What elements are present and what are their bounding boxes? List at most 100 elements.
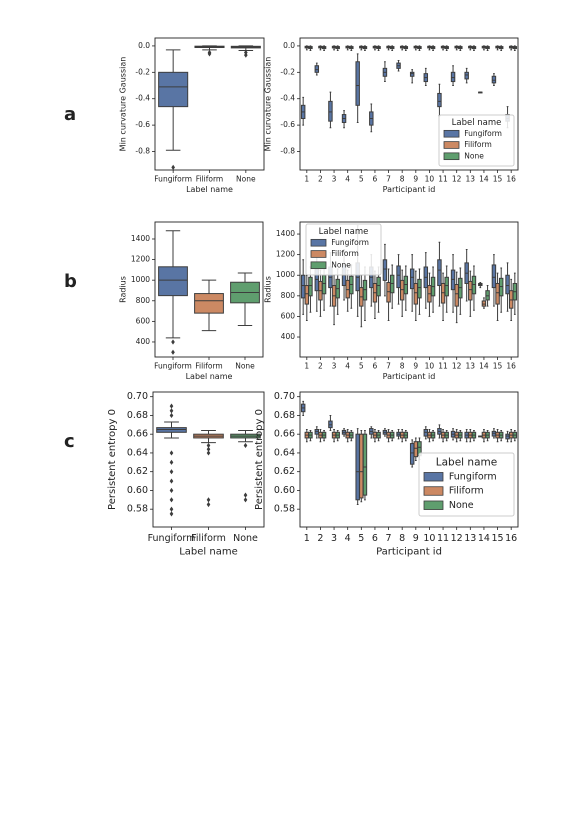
- y-tick-label: -0.2: [280, 67, 295, 76]
- x-tick-label: 5: [358, 533, 364, 544]
- x-tick-label: 2: [318, 175, 323, 184]
- box: [321, 274, 327, 295]
- x-tick-label: Filiform: [195, 362, 223, 371]
- legend-label: Fungiform: [331, 238, 369, 247]
- whisker-high: [438, 241, 441, 260]
- whisker-high: [432, 266, 434, 278]
- whisker-high: [201, 279, 217, 294]
- whisker-high: [329, 414, 332, 422]
- y-tick-label: 0.66: [127, 429, 148, 440]
- panel-label: b: [64, 271, 77, 292]
- whisker-high: [404, 265, 407, 277]
- x-tick-label: 9: [413, 533, 419, 544]
- flier: [169, 478, 174, 484]
- legend-swatch: [443, 129, 460, 138]
- flier: [206, 497, 211, 503]
- flier: [244, 49, 248, 56]
- y-tick-label: 0.62: [127, 466, 148, 477]
- box: [376, 276, 381, 297]
- whisker-low: [513, 299, 516, 315]
- x-tick-label: 1: [304, 362, 309, 371]
- whisker-low: [506, 293, 509, 312]
- whisker-low: [414, 304, 417, 322]
- whisker-low: [442, 303, 444, 322]
- y-tick-label: 0.68: [127, 410, 148, 421]
- y-axis-label: Radius: [118, 276, 127, 303]
- whisker-low: [374, 437, 376, 443]
- whisker-high: [428, 272, 431, 286]
- whisker-low: [391, 292, 394, 309]
- whisker-high: [418, 437, 421, 442]
- x-tick-label: 12: [452, 362, 462, 371]
- whisker-low: [404, 293, 407, 311]
- whisker-high: [201, 429, 216, 435]
- box: [389, 274, 395, 294]
- x-tick-label: None: [233, 533, 258, 544]
- x-tick-label: 16: [505, 533, 517, 544]
- box: [355, 433, 360, 501]
- box: [355, 61, 360, 106]
- x-axis-label: Label name: [186, 185, 233, 194]
- x-tick-label: 9: [413, 362, 418, 371]
- box: [308, 276, 313, 297]
- box: [158, 266, 188, 297]
- box: [399, 279, 405, 301]
- x-tick-label: Fungiform: [154, 362, 192, 371]
- whisker-high: [424, 67, 427, 74]
- legend-swatch: [310, 250, 327, 258]
- x-tick-label: 10: [423, 533, 435, 544]
- box: [437, 92, 442, 108]
- y-tick-label: 0.58: [274, 504, 295, 515]
- x-tick-label: 2: [318, 362, 323, 371]
- box: [403, 275, 409, 295]
- whisker-low: [445, 295, 448, 313]
- x-tick-label: 7: [386, 362, 391, 371]
- x-tick-label: 6: [373, 362, 378, 371]
- whisker-low: [343, 122, 345, 129]
- box: [158, 71, 189, 108]
- whisker-low: [356, 499, 359, 505]
- whisker-low: [459, 297, 462, 315]
- y-tick-label: 0.58: [127, 504, 148, 515]
- whisker-low: [500, 295, 503, 313]
- y-tick-label: 800: [281, 291, 296, 300]
- x-axis-label: Participant id: [383, 372, 436, 381]
- whisker-high: [438, 83, 441, 94]
- whisker-low: [323, 293, 325, 311]
- y-axis-label: Min curvature Gaussian: [118, 57, 127, 152]
- plot-frame: [154, 221, 264, 358]
- whisker-low: [384, 76, 386, 83]
- whisker-high: [411, 439, 414, 444]
- x-axis-label: Participant id: [376, 546, 442, 557]
- box: [328, 100, 333, 122]
- box: [450, 269, 456, 291]
- whisker-high: [387, 268, 390, 283]
- whisker-low: [238, 437, 253, 443]
- flier: [169, 408, 174, 414]
- x-tick-label: 4: [345, 533, 351, 544]
- box: [413, 282, 419, 305]
- flier: [171, 349, 175, 355]
- box: [491, 75, 497, 84]
- whisker-high: [238, 429, 253, 435]
- y-tick-label: -0.4: [135, 94, 150, 103]
- whisker-high: [500, 267, 503, 279]
- whisker-high: [438, 424, 441, 429]
- whisker-high: [391, 264, 394, 276]
- x-axis-label: Participant id: [383, 185, 436, 194]
- y-tick-label: 0.60: [274, 485, 295, 496]
- y-tick-label: 600: [281, 311, 296, 320]
- x-tick-label: None: [236, 175, 256, 184]
- whisker-low: [343, 285, 345, 301]
- whisker-high: [452, 254, 454, 271]
- whisker-low: [350, 293, 353, 309]
- whisker-low: [333, 306, 335, 326]
- x-tick-label: 12: [452, 175, 462, 184]
- box: [458, 277, 463, 299]
- box: [409, 71, 415, 77]
- flier: [169, 403, 174, 409]
- x-tick-label: 9: [413, 175, 418, 184]
- whisker-low: [493, 287, 495, 307]
- whisker-low: [165, 295, 181, 339]
